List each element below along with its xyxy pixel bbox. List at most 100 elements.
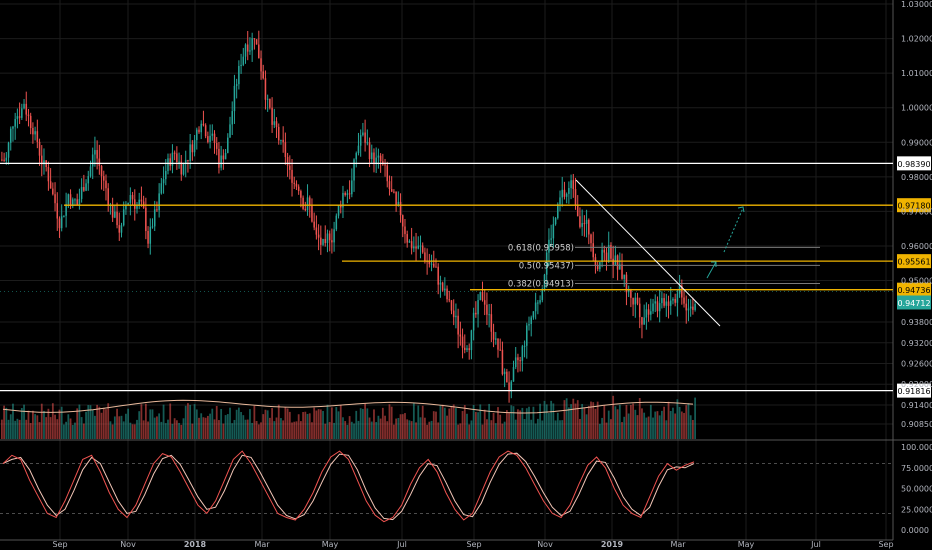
horizontal-levels[interactable]	[0, 162, 893, 392]
volume-bar	[209, 413, 211, 439]
candle-body	[326, 233, 329, 243]
candle-body	[5, 157, 8, 161]
volume-bar	[231, 423, 234, 439]
candle-body	[293, 182, 296, 184]
volume-bar	[339, 405, 342, 439]
volume-bar	[680, 411, 683, 439]
candle-body	[532, 311, 535, 318]
volume-bar	[125, 413, 127, 439]
candle-body	[145, 207, 147, 231]
candle-body	[291, 169, 293, 183]
candle-body	[280, 139, 282, 141]
volume-bar	[656, 411, 659, 439]
volume-bar	[483, 409, 486, 439]
volume-bar	[200, 413, 203, 439]
volume-bar	[49, 417, 52, 439]
candle-body	[87, 176, 90, 184]
candle-body	[91, 154, 94, 167]
drawings[interactable]	[575, 179, 745, 327]
volume-bar	[253, 405, 256, 439]
price-tick-label: 1.03000	[901, 0, 932, 9]
candle-body	[687, 308, 690, 311]
volume-bar	[67, 414, 70, 439]
volume-bar	[501, 423, 504, 439]
volume-bar	[222, 423, 225, 439]
volume-bar	[273, 421, 276, 439]
candle-body	[419, 245, 422, 247]
candle-body	[475, 312, 477, 315]
candle-body	[29, 115, 32, 128]
candle-body	[669, 300, 672, 306]
volume-bar	[364, 403, 366, 439]
candle-body	[111, 205, 114, 218]
volume-bar	[590, 401, 592, 439]
candle-body	[557, 204, 559, 219]
volume-bar	[446, 415, 448, 439]
volume-bar	[175, 420, 178, 439]
volume-bar	[180, 424, 183, 439]
candle-body	[395, 191, 397, 206]
candle-body	[430, 263, 433, 265]
volume-bar	[672, 407, 674, 439]
candle-body	[452, 310, 455, 318]
candle-body	[612, 258, 614, 265]
time-tick-label: 2018	[184, 540, 207, 549]
volume-bar	[694, 397, 696, 439]
candle-body	[317, 234, 320, 238]
volume-bar	[195, 409, 198, 439]
candle-body	[583, 223, 586, 225]
candle-body	[333, 229, 335, 243]
candle-body	[537, 302, 539, 304]
volume-bar	[304, 411, 307, 439]
volume-bar	[559, 420, 561, 439]
fib-label: 0.382(0.94913)	[508, 280, 574, 290]
volume-bars	[1, 395, 696, 439]
volume-bar	[674, 413, 677, 439]
candle-body	[253, 38, 256, 40]
volume-bar	[419, 417, 422, 439]
volume-bar	[523, 419, 526, 439]
volume-bar	[264, 409, 267, 439]
candle-body	[621, 264, 623, 279]
volume-bar	[211, 408, 214, 439]
candle-body	[421, 245, 424, 253]
candle-body	[304, 208, 307, 211]
candle-body	[344, 193, 346, 195]
candle-body	[198, 129, 200, 133]
volume-bar	[359, 408, 362, 439]
candle-body	[65, 204, 67, 216]
candle-body	[561, 189, 563, 198]
volume-bar	[643, 412, 646, 439]
candle-body	[311, 205, 313, 222]
candle-body	[514, 357, 517, 368]
candle-body	[647, 309, 650, 315]
volume-bar	[149, 409, 152, 439]
volume-bar	[519, 410, 522, 439]
candle-body	[554, 218, 557, 225]
volume-bar	[317, 409, 320, 439]
volume-bar	[202, 417, 205, 439]
volume-bar	[206, 415, 209, 439]
candle-body	[408, 241, 411, 243]
candle-body	[576, 204, 579, 217]
stoch-tick-label: 50.0000	[901, 485, 932, 494]
candle-body	[211, 133, 214, 136]
candle-body	[14, 119, 16, 127]
volume-bar	[43, 410, 45, 439]
volume-bar	[74, 422, 76, 439]
volume-bar	[399, 414, 402, 439]
volume-bar	[636, 415, 639, 439]
volume-bar	[224, 415, 227, 439]
volume-bar	[142, 420, 145, 439]
candle-body	[490, 314, 493, 332]
volume-bar	[457, 424, 460, 439]
volume-bar	[38, 422, 41, 439]
volume-bar	[627, 413, 630, 439]
candle-body	[134, 199, 136, 209]
fibonacci-levels[interactable]: 0.618(0.95958) 0.5(0.95437) 0.382(0.94913)	[508, 243, 820, 290]
candle-body	[377, 155, 380, 158]
volume-bar	[430, 420, 433, 439]
volume-bar	[536, 418, 539, 439]
